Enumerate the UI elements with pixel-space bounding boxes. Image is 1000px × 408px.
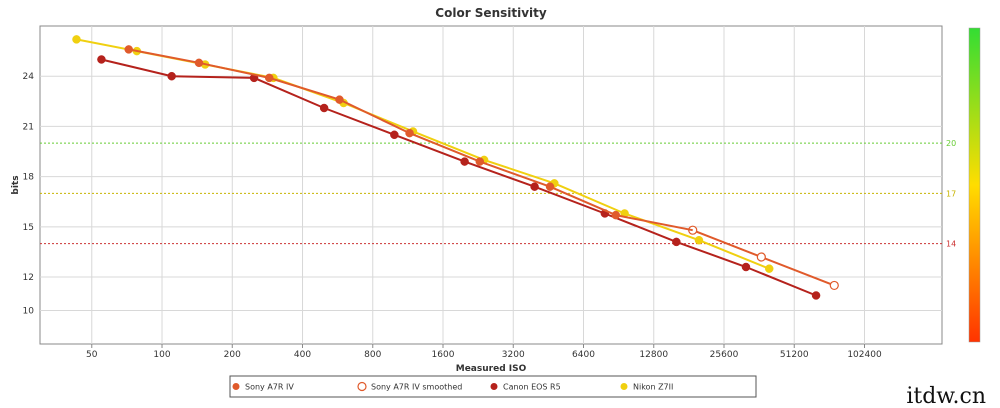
series-line (128, 48, 617, 217)
x-tick-label: 51200 (780, 350, 809, 360)
x-tick-label: 100 (153, 350, 170, 360)
x-tick-label: 102400 (847, 350, 882, 360)
data-point (672, 237, 681, 247)
legend-label: Nikon Z7II (633, 383, 673, 392)
watermark-text: itdw.cn (906, 384, 986, 408)
x-axis-title: Measured ISO (456, 364, 527, 374)
reference-line-label: 14 (946, 240, 956, 249)
legend-label: Sony A7R IV smoothed (371, 383, 462, 392)
reference-line-label: 20 (946, 139, 956, 148)
data-point (694, 235, 704, 245)
x-tick-label: 200 (224, 350, 241, 360)
data-point (829, 280, 839, 291)
y-tick-label: 18 (23, 173, 35, 183)
data-point (756, 252, 766, 262)
data-point (530, 182, 539, 191)
x-tick-label: 12800 (639, 350, 668, 360)
x-tick-label: 25600 (710, 350, 739, 360)
data-point (811, 291, 821, 300)
y-tick-label: 21 (23, 122, 34, 132)
y-axis-title: bits (11, 175, 21, 194)
series-sony-a7r-iv (124, 45, 621, 220)
data-point (319, 103, 329, 113)
legend-marker (490, 383, 498, 390)
series-layer (72, 35, 839, 300)
color-scale-bar (968, 27, 981, 343)
legend: Sony A7R IV Sony A7R IV smoothed Canon EOS… (229, 375, 757, 398)
data-point (124, 45, 133, 54)
data-point (741, 262, 751, 272)
axis-layer: 50 100 200 400 800 1600 3200 6400 12800 25600 5120… (23, 72, 882, 360)
data-point (335, 95, 344, 104)
data-point (405, 128, 414, 138)
data-point (545, 182, 555, 191)
legend-marker (620, 383, 628, 390)
data-point (460, 157, 469, 166)
legend-label: Canon EOS R5 (503, 383, 561, 392)
data-point (97, 55, 106, 64)
series-sony-a7r-iv-smoothed (688, 225, 839, 291)
data-point (194, 58, 204, 68)
series-connector (615, 214, 693, 232)
y-tick-label: 12 (23, 273, 34, 283)
plot-area (39, 25, 943, 345)
reference-lines: 20 17 14 (40, 139, 956, 249)
data-point (167, 71, 176, 81)
y-tick-label: 24 (23, 72, 35, 82)
x-tick-label: 3200 (502, 350, 525, 360)
reference-line-label: 17 (946, 189, 956, 198)
data-point (72, 35, 81, 44)
y-tick-label: 10 (23, 307, 35, 317)
legend-label: Sony A7R IV (245, 383, 294, 392)
data-point (264, 73, 274, 83)
y-tick-label: 15 (23, 223, 34, 233)
series-canon-eos-r5 (97, 55, 821, 300)
data-point (390, 130, 399, 140)
data-point (475, 157, 485, 166)
legend-marker (232, 383, 240, 390)
legend-marker (357, 381, 367, 392)
data-point (764, 264, 774, 273)
grid-layer (40, 26, 942, 344)
x-tick-label: 1600 (432, 350, 455, 360)
chart-title: Color Sensitivity (435, 6, 547, 20)
x-tick-label: 6400 (572, 350, 595, 360)
x-tick-label: 800 (364, 350, 381, 360)
x-tick-label: 50 (86, 350, 98, 360)
x-tick-label: 400 (294, 350, 311, 360)
